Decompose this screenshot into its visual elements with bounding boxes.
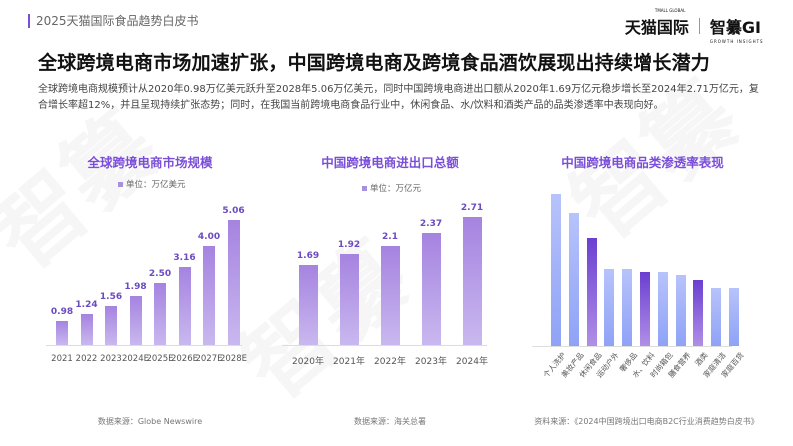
- x-axis-label: 2023: [100, 354, 122, 364]
- bar-value-label: 1.69: [296, 251, 320, 262]
- tmall-global-logo: TMALL GLOBAL 天猫国际: [624, 8, 689, 37]
- bar: [711, 288, 722, 346]
- bar-value-label: 4.00: [197, 232, 221, 243]
- plot-area: 0.98 1.24 1.56 1.98 2.50 3.16 4.00 5.06: [48, 190, 248, 345]
- bar: [568, 213, 579, 346]
- category-penetration-chart: 中国跨境电商品类渗透率表现 资料来源：《2024中国跨境出口电商B2C行业消费趋…: [520, 148, 793, 438]
- bar: [657, 272, 668, 346]
- bar: [56, 320, 68, 345]
- bar-value-label: 2.71: [460, 203, 484, 213]
- china-cross-border-trade-chart: 中国跨境电商进出口总额 单位：万亿元 1.69 1.92 2.1 2.37 2.71 数…: [280, 148, 500, 438]
- x-axis-label: 2023年: [415, 357, 447, 367]
- bar: [675, 275, 686, 346]
- chart-title: 中国跨境电商品类渗透率表现: [561, 155, 724, 170]
- logo-divider: [698, 18, 700, 34]
- summary-paragraph: 全球跨境电商规模预计从2020年0.98万亿美元跃升至2028年5.06万亿美元…: [38, 84, 759, 111]
- x-axis: [46, 345, 242, 346]
- x-axis-label: 2020年: [292, 357, 324, 367]
- x-axis-label: 2021年: [333, 357, 365, 367]
- bar: [604, 269, 615, 346]
- x-axis-label: 2021: [51, 354, 73, 364]
- chart-legend: 单位：万亿美元: [118, 178, 186, 190]
- x-axis-label: 2024年: [456, 357, 488, 367]
- data-source: 数据来源：Globe Newswire: [97, 417, 203, 426]
- bar-value-label: 1.98: [124, 282, 147, 293]
- bar-value-label: 3.16: [173, 252, 196, 263]
- x-axis-label: 2026E: [170, 354, 198, 364]
- chart-title: 中国跨境电商进出口总额: [321, 155, 459, 170]
- x-axis-label: 2025E: [146, 354, 174, 364]
- legend-swatch: [362, 185, 367, 191]
- bar: [693, 280, 704, 346]
- accent-bar: [28, 13, 30, 28]
- legend-swatch: [118, 181, 123, 187]
- bar-value-label: 1.92: [337, 240, 361, 251]
- bar: [586, 238, 597, 346]
- plot-area: [532, 188, 752, 346]
- global-cross-border-ecommerce-chart: 全球跨境电商市场规模 单位：万亿美元 0.98 1.24 1.56 1.98 2.50 3…: [40, 148, 260, 438]
- bar: [622, 269, 633, 346]
- data-source: 资料来源：《2024中国跨境出口电商B2C行业消费趋势白皮书》: [534, 417, 759, 426]
- brand-logos: TMALL GLOBAL 天猫国际 智纂GI GROWTH INSIGHTS: [624, 8, 764, 44]
- plot-area: 1.69 1.92 2.1 2.37 2.71: [282, 190, 492, 345]
- page-title: 全球跨境电商市场加速扩张，中国跨境电商及跨境食品酒饮展现出持续增长潜力: [38, 52, 711, 74]
- bar: [80, 314, 93, 345]
- bar: [640, 272, 650, 346]
- bar: [380, 245, 400, 345]
- x-axis-label: 2028E: [219, 354, 247, 364]
- bar-value-label: 1.56: [99, 292, 123, 303]
- bar-value-label: 2.50: [148, 269, 172, 280]
- bar: [154, 283, 166, 345]
- bar: [462, 217, 482, 345]
- x-axis-label: 2022: [75, 354, 98, 364]
- bar: [551, 194, 561, 346]
- x-axis: [282, 345, 487, 346]
- bar: [421, 233, 441, 345]
- bar-value-label: 1.24: [75, 300, 98, 311]
- bar: [339, 254, 359, 345]
- bar-value-label: 0.98: [50, 306, 74, 317]
- document-header: 2025天猫国际食品趋势白皮书: [28, 12, 199, 29]
- x-axis-label: 2022年: [374, 357, 406, 367]
- x-axis: [532, 346, 732, 347]
- growth-insights-logo: 智纂GI GROWTH INSIGHTS: [709, 18, 764, 44]
- x-axis-label: 2024E: [121, 354, 149, 364]
- bar: [729, 288, 739, 346]
- bar: [129, 296, 142, 345]
- bar-value-label: 2.37: [419, 219, 443, 230]
- chart-legend: 单位：万亿元: [362, 182, 421, 194]
- doc-title: 2025天猫国际食品趋势白皮书: [36, 14, 199, 28]
- bar: [227, 220, 240, 345]
- bar: [203, 246, 215, 345]
- chart-title: 全球跨境电商市场规模: [87, 155, 213, 170]
- bar-value-label: 5.06: [222, 206, 245, 216]
- bar: [298, 265, 318, 345]
- data-source: 数据来源：海关总署: [354, 417, 426, 426]
- bar: [178, 266, 191, 345]
- x-axis-label: 2027E: [195, 354, 223, 364]
- bar: [105, 306, 117, 345]
- bar-value-label: 2.1: [382, 231, 398, 242]
